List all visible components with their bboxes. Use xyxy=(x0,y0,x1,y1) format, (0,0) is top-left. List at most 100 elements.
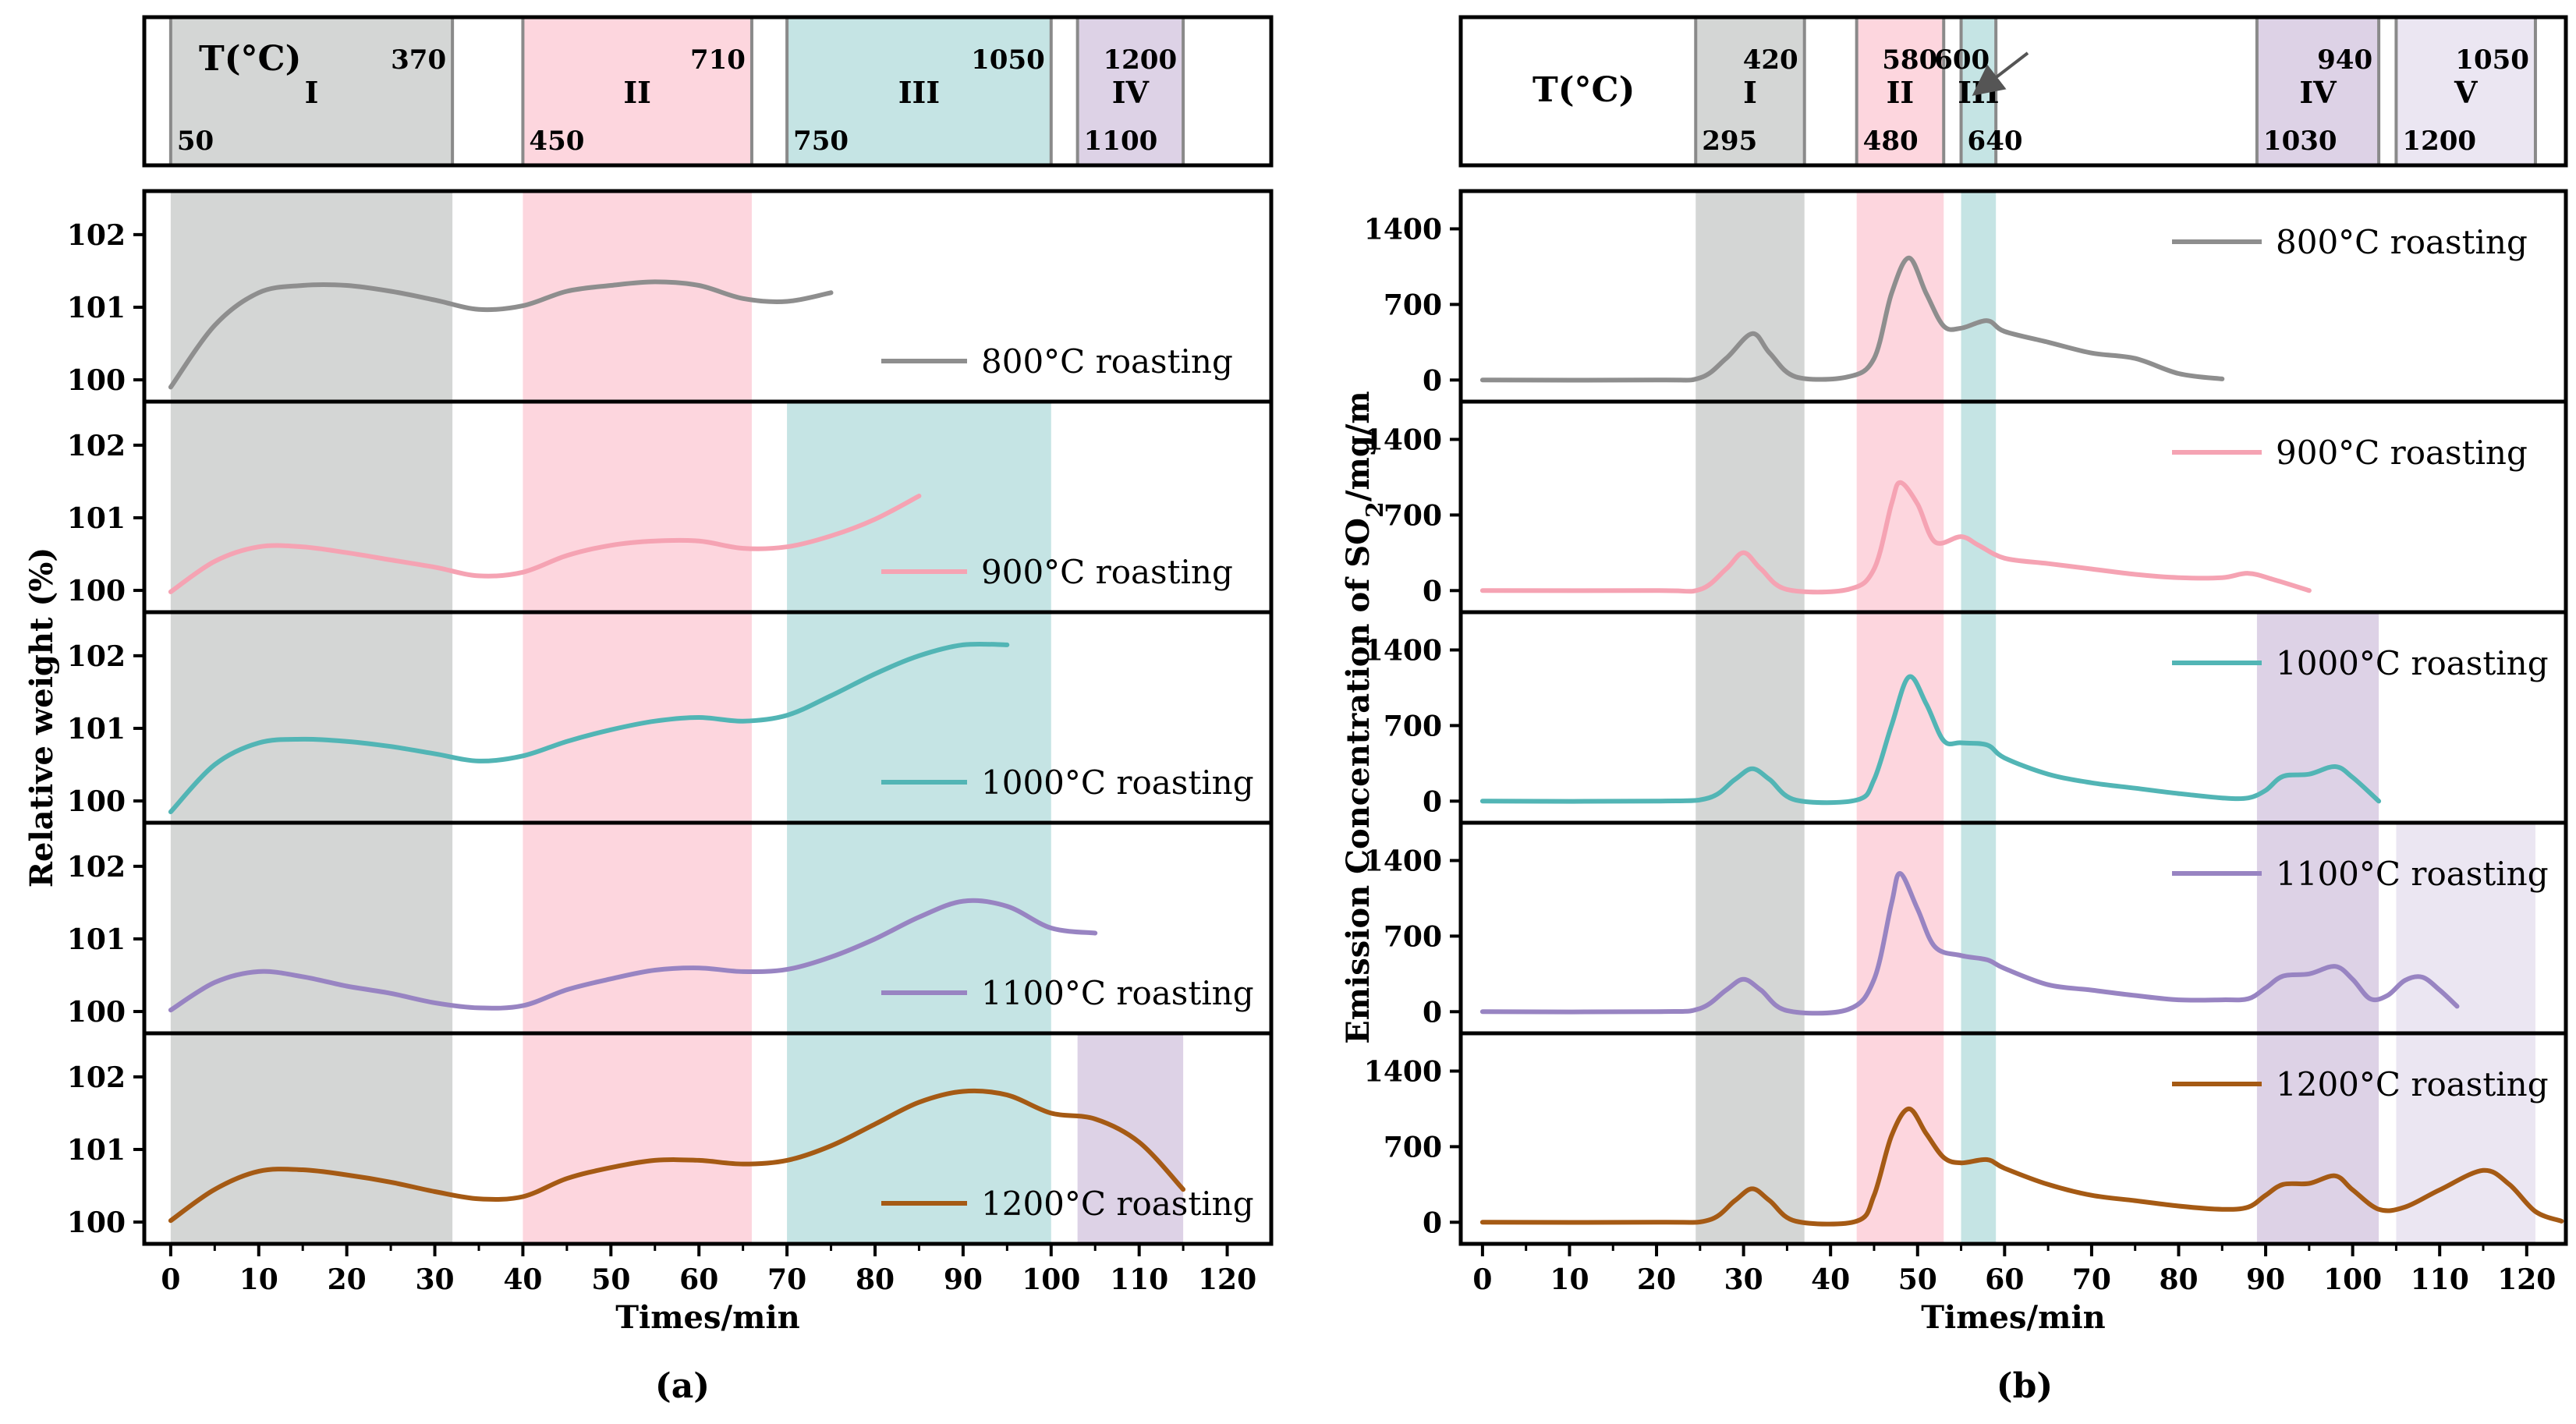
y-tick-label: 101 xyxy=(67,1134,126,1167)
series-line xyxy=(168,641,1010,814)
legend-label: 900°C roasting xyxy=(981,553,1233,591)
x-tick-label: 110 xyxy=(1110,1263,1168,1296)
stage-band-IV xyxy=(2256,823,2379,1033)
stage-end-temp: 940 xyxy=(2317,44,2372,76)
stage-band-IV xyxy=(2256,612,2379,823)
stage-band-I xyxy=(1695,17,1805,165)
y-tick-label: 100 xyxy=(67,785,126,818)
stage-end-temp: 710 xyxy=(690,44,746,76)
stage-band-III xyxy=(1961,1033,1997,1244)
series-line xyxy=(168,279,834,390)
y-tick-label: 101 xyxy=(67,923,126,956)
y-tick-label: 1400 xyxy=(1364,1055,1442,1088)
temperature-bar-frame xyxy=(142,15,1274,168)
stage-roman-II: II xyxy=(623,75,651,110)
stage-start-temp: 1030 xyxy=(2263,126,2337,157)
y-tick-label: 100 xyxy=(67,364,126,397)
stage-band-II xyxy=(523,1033,752,1244)
y-tick-label: 100 xyxy=(67,575,126,608)
stage-start-temp: 50 xyxy=(177,126,214,157)
stage-band-III xyxy=(787,1033,1051,1244)
x-tick-label: 70 xyxy=(767,1263,806,1296)
series-line xyxy=(168,898,1098,1013)
y-tick-label: 700 xyxy=(1384,289,1442,321)
x-tick-label: 60 xyxy=(679,1263,718,1296)
stage-band-I xyxy=(170,612,453,823)
subplot-1200C: 0 700 1400 1200°C roasting xyxy=(1364,1031,2568,1246)
stage-end-temp: 420 xyxy=(1743,44,1798,76)
stage-band-V xyxy=(2396,1033,2535,1244)
subplot-900C: 100 101 102 900°C roasting xyxy=(67,399,1274,615)
stage-band-III xyxy=(787,612,1051,823)
subplot-frame xyxy=(1458,1031,2568,1246)
stage-start-temp: 480 xyxy=(1863,126,1919,157)
stage-band-III xyxy=(787,17,1051,165)
series-line xyxy=(1479,1106,2564,1227)
x-tick-label: 80 xyxy=(2159,1263,2198,1296)
y-tick-label: 1400 xyxy=(1364,845,1442,877)
stage-roman-V: V xyxy=(2454,75,2479,110)
stage-band-I xyxy=(170,1033,453,1244)
legend-label: 1100°C roasting xyxy=(2276,855,2549,893)
panel-a: I50370II450710III7501050IV11001200T(°C)1… xyxy=(23,15,1274,1336)
stage-roman-IV: IV xyxy=(2299,75,2337,110)
x-tick-label: 30 xyxy=(415,1263,454,1296)
stage-band-III xyxy=(787,823,1051,1033)
stage-band-I xyxy=(1695,191,1805,402)
y-axis-label: Emission Concentration of SO2/mg/m xyxy=(1340,391,1389,1044)
subplot-1000C: 100 101 102 1000°C roasting xyxy=(67,610,1274,825)
series-line xyxy=(1479,871,2460,1016)
stage-roman-I: I xyxy=(305,75,319,110)
stage-end-temp: 580 xyxy=(1882,44,1937,76)
y-tick-label: 101 xyxy=(67,502,126,535)
stage-band-IV xyxy=(1077,17,1184,165)
temperature-bar-frame xyxy=(1458,15,2568,168)
x-tick-label: 20 xyxy=(1637,1263,1676,1296)
y-tick-label: 700 xyxy=(1384,920,1442,953)
stage-start-temp: 450 xyxy=(529,126,584,157)
temperature-label: T(°C) xyxy=(1532,70,1635,110)
stage-band-II xyxy=(1856,823,1944,1033)
x-axis-label: Times/min xyxy=(1921,1299,2105,1336)
temperature-label: T(°C) xyxy=(199,39,301,79)
stage-start-temp: 1100 xyxy=(1084,126,1158,157)
stage-band-I xyxy=(1695,612,1805,823)
subplot-1100C: 0 700 1400 1100°C roasting xyxy=(1364,820,2568,1036)
x-tick-label: 40 xyxy=(1811,1263,1850,1296)
x-tick-label: 10 xyxy=(239,1263,278,1296)
stage-end-temp: 1050 xyxy=(971,44,1045,76)
legend-label: 800°C roasting xyxy=(981,342,1233,381)
legend-label: 1100°C roasting xyxy=(981,974,1254,1012)
stage-band-V xyxy=(2396,823,2535,1033)
legend-label: 900°C roasting xyxy=(2276,434,2528,472)
legend-label: 1200°C roasting xyxy=(2276,1065,2549,1103)
stage-band-III xyxy=(1961,823,1997,1033)
stage-roman-III: III xyxy=(898,75,940,110)
x-tick-label: 20 xyxy=(328,1263,367,1296)
series-line xyxy=(1479,255,2225,383)
stage-band-IV xyxy=(2256,1033,2379,1244)
stage-band-I xyxy=(170,17,453,165)
stage-roman-II: II xyxy=(1887,75,1915,110)
y-tick-label: 0 xyxy=(1423,996,1442,1029)
y-tick-label: 1400 xyxy=(1364,634,1442,667)
stage-III-pointer-arrow xyxy=(1972,51,2029,96)
x-tick-label: 80 xyxy=(856,1263,895,1296)
legend-label: 1000°C roasting xyxy=(981,763,1254,802)
x-tick-label: 10 xyxy=(1550,1263,1589,1296)
stage-end-temp: 600 xyxy=(1934,44,1990,76)
stage-band-I xyxy=(1695,402,1805,612)
stage-end-temp: 370 xyxy=(391,44,446,76)
x-tick-label: 110 xyxy=(2411,1263,2469,1296)
y-tick-label: 100 xyxy=(67,1206,126,1239)
stage-band-II xyxy=(523,17,752,165)
y-tick-label: 700 xyxy=(1384,710,1442,742)
y-tick-label: 0 xyxy=(1423,364,1442,397)
subplot-800C: 0 700 1400 800°C roasting xyxy=(1364,189,2568,404)
y-tick-label: 0 xyxy=(1423,575,1442,608)
stage-start-temp: 640 xyxy=(1968,126,2023,157)
stage-start-temp: 750 xyxy=(793,126,849,157)
series-line xyxy=(1479,480,2312,595)
stage-band-I xyxy=(170,823,453,1033)
